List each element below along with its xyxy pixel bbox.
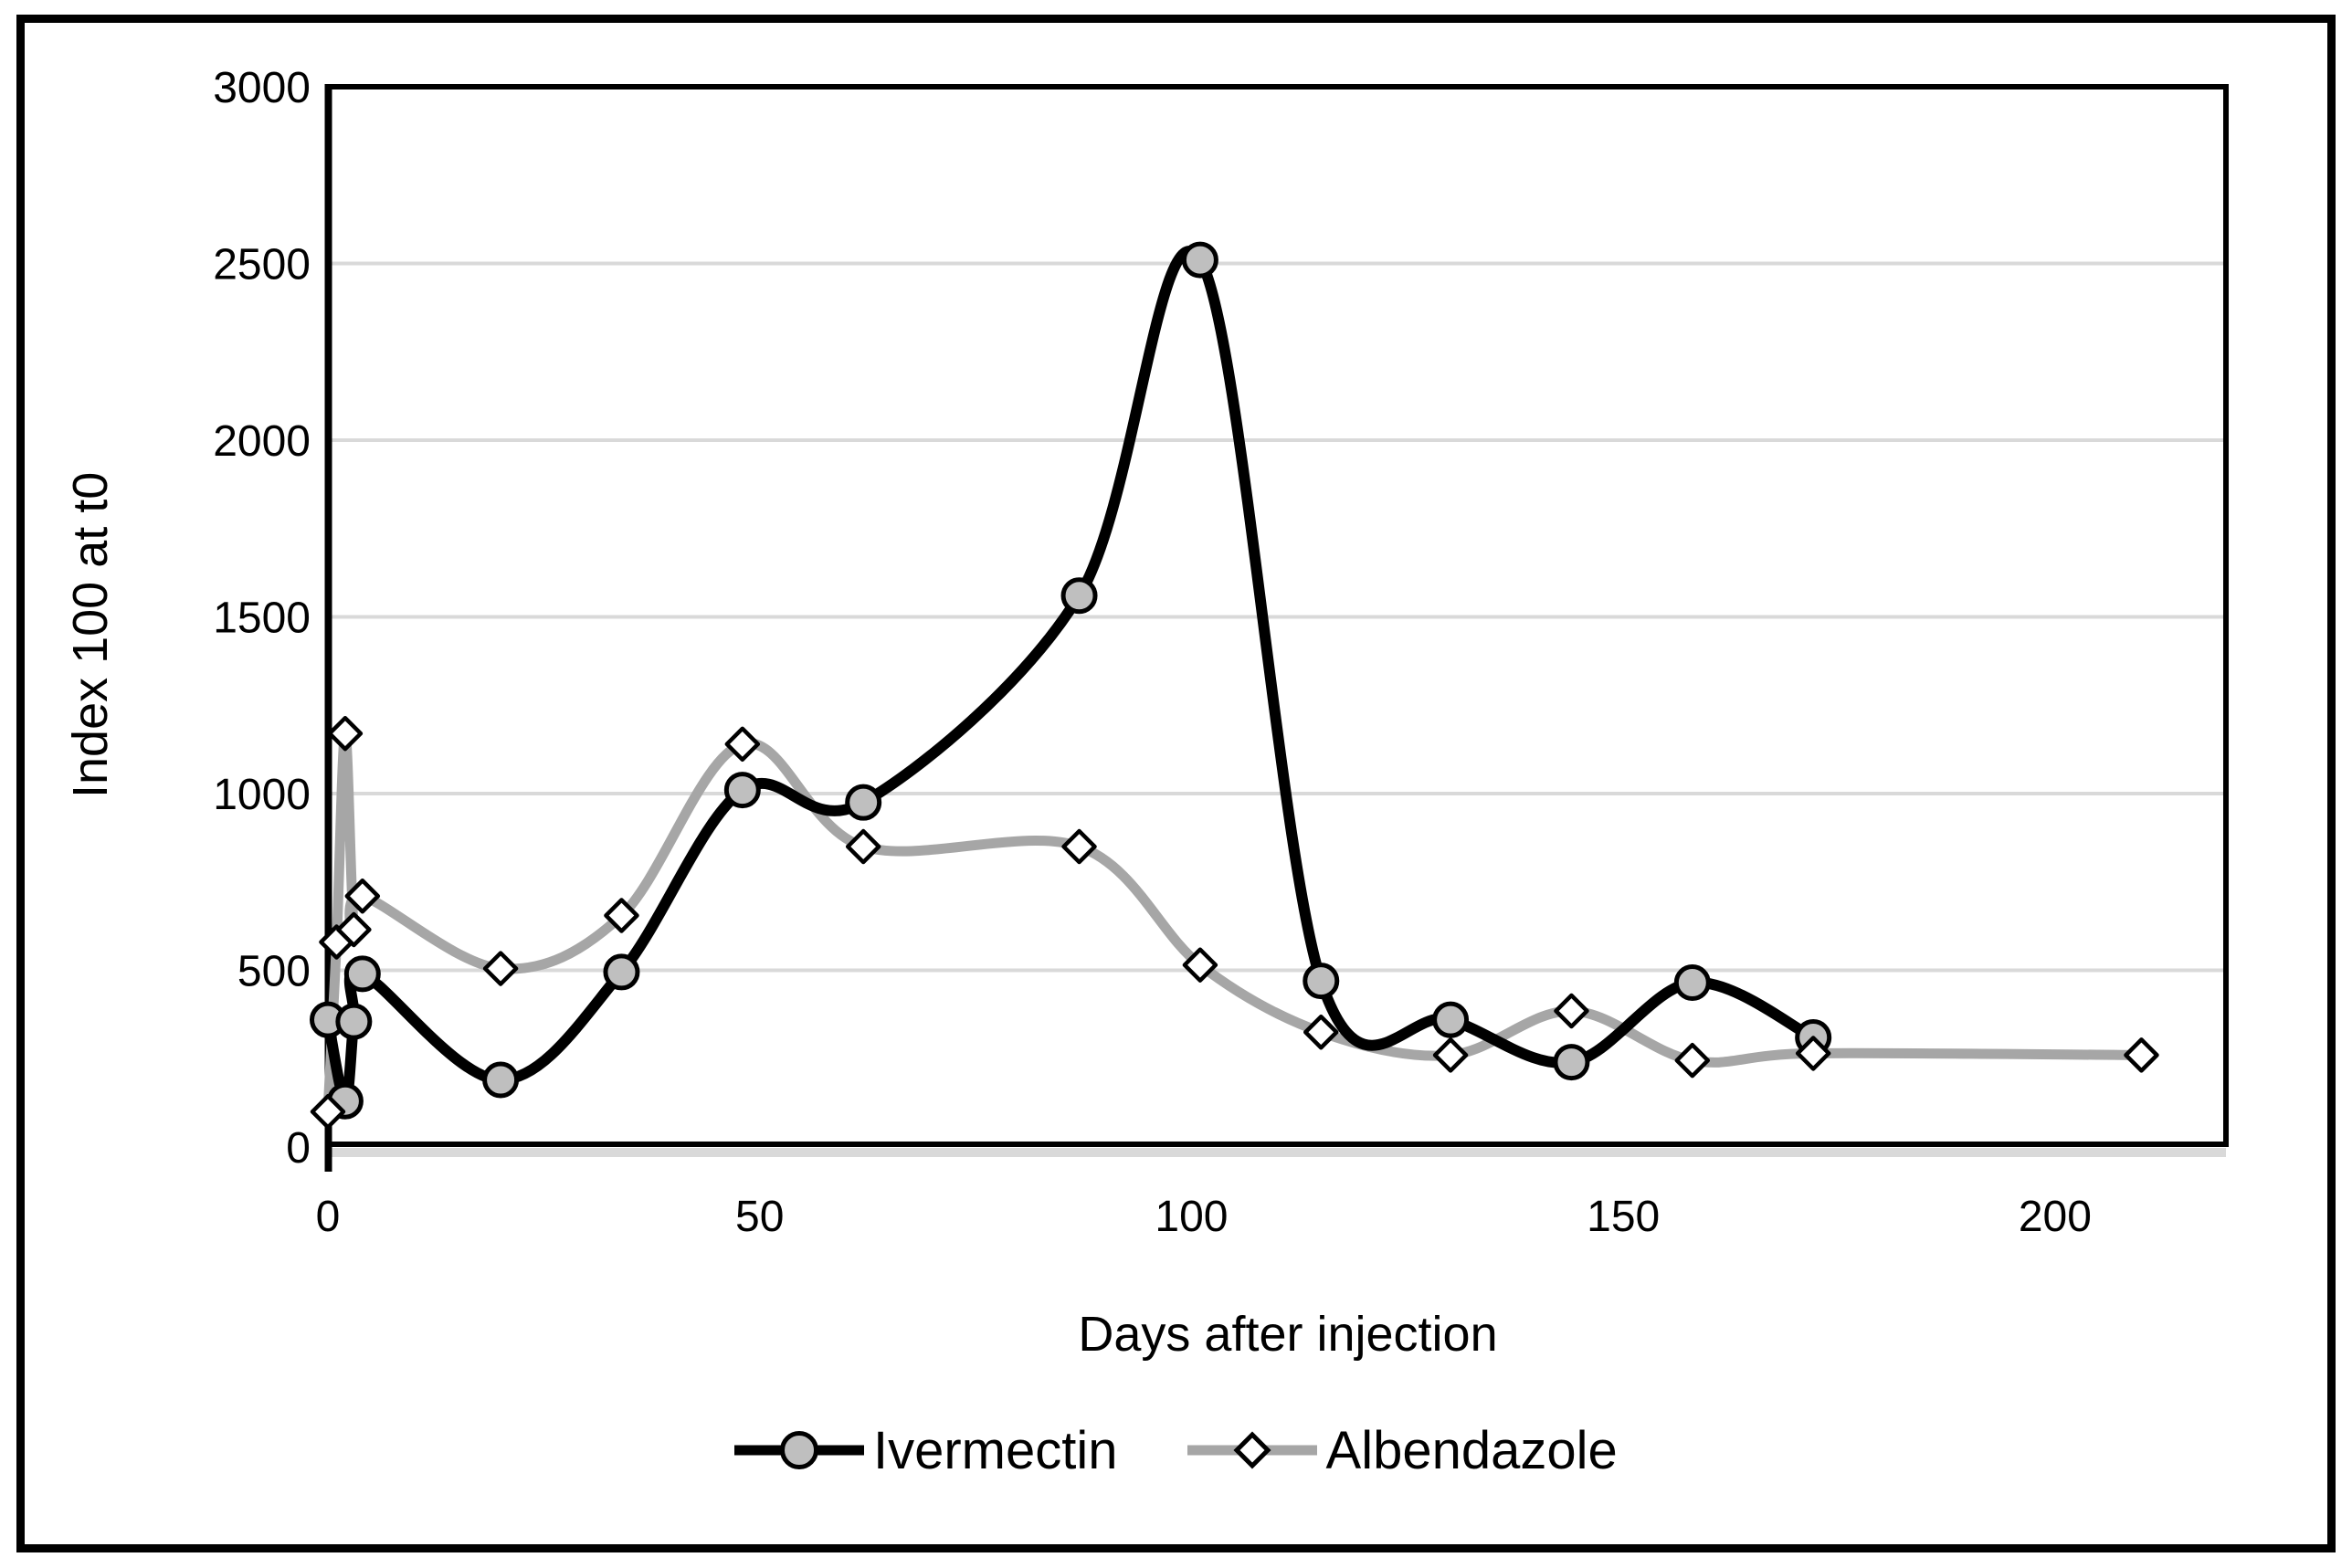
- ivermectin-point-marker: [1673, 964, 1711, 1002]
- albendazole-line: [322, 728, 2146, 1117]
- ivermectin-point-marker: [335, 1003, 373, 1040]
- legend-label-albendazole: Albendazole: [1325, 1420, 1618, 1480]
- ivermectin-line-sample: [734, 1431, 864, 1469]
- legend-item-albendazole: Albendazole: [1184, 1412, 1618, 1489]
- x-tick-label: 100: [1155, 1193, 1228, 1241]
- albendazole-point-marker: [2124, 1037, 2159, 1073]
- y-tick-label: 1500: [213, 595, 311, 643]
- albendazole-point-marker: [1795, 1036, 1831, 1071]
- y-tick-label: 2000: [213, 417, 311, 466]
- ivermectin-point-marker: [603, 953, 640, 991]
- ivermectin-point-marker: [1432, 1001, 1470, 1038]
- x-tick-label: 150: [1587, 1193, 1660, 1241]
- albendazole-point-marker: [1432, 1037, 1469, 1073]
- albendazole-line-sample: [1187, 1431, 1317, 1469]
- ivermectin-point-marker: [482, 1061, 520, 1099]
- x-tick-label: 200: [2019, 1193, 2092, 1241]
- albendazole-point-marker: [336, 911, 372, 948]
- ivermectin-line: [322, 246, 1819, 1107]
- y-tick-label: 1000: [213, 771, 311, 819]
- y-tick-label: 500: [237, 948, 311, 996]
- y-tick-label: 2500: [213, 241, 311, 289]
- albendazole-point-marker: [344, 878, 381, 914]
- albendazole-point-marker: [327, 715, 364, 752]
- albendazole-point-marker: [482, 951, 519, 986]
- x-tick-label: 50: [735, 1193, 784, 1241]
- legend-item-ivermectin: Ivermectin: [731, 1412, 1118, 1489]
- albendazole-point-marker: [1674, 1042, 1711, 1079]
- y-tick-label: 3000: [213, 64, 311, 112]
- ivermectin-point-marker: [845, 784, 882, 821]
- albendazole-point-marker: [724, 726, 761, 763]
- albendazole-point-marker: [1303, 1014, 1339, 1050]
- ivermectin-point-marker: [343, 955, 381, 993]
- ivermectin-point-marker: [1060, 577, 1098, 615]
- x-axis-title: Days after injection: [1078, 1307, 1498, 1362]
- x-tick-label: 0: [316, 1193, 341, 1241]
- y-tick-label: 0: [286, 1124, 311, 1173]
- albendazole-point-marker: [310, 1094, 346, 1130]
- ivermectin-point-marker: [1181, 241, 1218, 279]
- ivermectin-point-marker: [1303, 963, 1340, 1000]
- legend: Ivermectin Albendazole: [731, 1410, 1618, 1490]
- albendazole-point-marker: [845, 828, 881, 865]
- albendazole-point-marker: [1061, 828, 1097, 865]
- diamond-marker-icon: [1232, 1431, 1271, 1469]
- circle-marker-icon: [780, 1431, 818, 1469]
- albendazole-point-marker: [1182, 947, 1218, 983]
- legend-label-ivermectin: Ivermectin: [873, 1420, 1118, 1480]
- albendazole-point-marker: [604, 898, 639, 933]
- ivermectin-point-marker: [1553, 1044, 1590, 1081]
- albendazole-point-marker: [1554, 993, 1589, 1029]
- ivermectin-point-marker: [723, 772, 761, 809]
- y-axis-title: Index 100 at t0: [63, 471, 118, 798]
